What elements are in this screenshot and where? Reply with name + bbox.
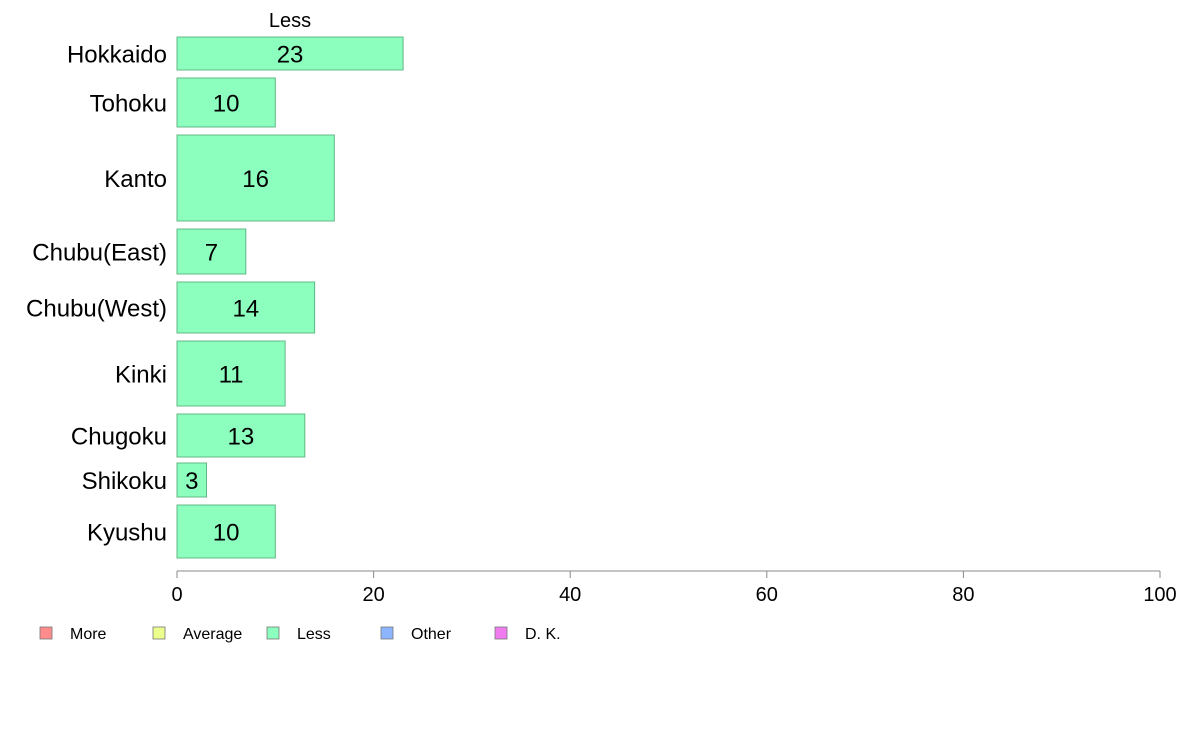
value-label-tohoku: 10: [213, 91, 240, 118]
category-label-hokkaido: Hokkaido: [67, 42, 167, 69]
category-label-chubu-east: Chubu(East): [32, 240, 167, 267]
legend-swatch-more: [39, 626, 53, 640]
bar-chubu-east: [176, 228, 247, 275]
x-axis: 0 20 40 60 80 100: [171, 570, 1177, 606]
category-label-shikoku: Shikoku: [82, 468, 167, 495]
legend-swatch-average: [152, 626, 166, 640]
category-label-kanto: Kanto: [104, 166, 167, 193]
category-label-chugoku: Chugoku: [71, 424, 167, 451]
x-tick-label: 100: [1143, 584, 1176, 606]
legend-label-d-k: D. K.: [525, 626, 561, 643]
bars-group: Hokkaido 23 Tohoku 10 Kanto 16 Chubu(East) 7 Chu…: [26, 36, 404, 559]
value-label-shikoku: 3: [185, 468, 198, 495]
value-label-hokkaido: 23: [277, 42, 304, 69]
bar-kyushu: [176, 504, 276, 559]
category-label-kyushu: Kyushu: [87, 520, 167, 547]
legend-label-less: Less: [297, 626, 331, 643]
bar-shikoku: [176, 462, 207, 498]
column-title: Less: [269, 10, 311, 32]
category-label-tohoku: Tohoku: [90, 91, 167, 118]
x-tick-label: 60: [756, 584, 778, 606]
legend-label-average: Average: [183, 626, 242, 643]
x-tick-label: 20: [362, 584, 384, 606]
legend-swatch-less: [266, 626, 280, 640]
x-tick-label: 40: [559, 584, 581, 606]
value-label-chubu-west: 14: [232, 296, 259, 323]
value-label-kanto: 16: [242, 166, 269, 193]
bar-chugoku: [176, 413, 306, 458]
legend-swatch-other: [380, 626, 394, 640]
bar-hokkaido: [176, 36, 404, 71]
bar-chubu-west: [176, 281, 316, 334]
legend-swatch-d-k: [494, 626, 508, 640]
x-tick-label: 0: [171, 584, 182, 606]
category-label-kinki: Kinki: [115, 362, 167, 389]
x-tick-label: 80: [952, 584, 974, 606]
bar-tohoku: [176, 77, 276, 128]
category-label-chubu-west: Chubu(West): [26, 296, 167, 323]
value-label-chugoku: 13: [228, 424, 255, 451]
legend-label-other: Other: [411, 626, 452, 643]
legend-label-more: More: [70, 626, 107, 643]
value-label-kinki: 11: [219, 362, 244, 389]
bar-kinki: [176, 340, 286, 407]
value-label-chubu-east: 7: [205, 240, 218, 267]
legend: More Average Less Other D. K.: [39, 626, 561, 643]
bar-kanto: [176, 134, 335, 222]
value-label-kyushu: 10: [213, 520, 240, 547]
